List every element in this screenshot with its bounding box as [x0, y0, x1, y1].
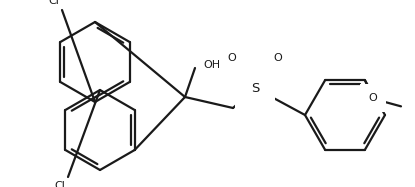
Text: O: O: [227, 53, 237, 63]
Text: OH: OH: [203, 60, 220, 70]
Text: S: S: [251, 82, 259, 94]
Text: O: O: [273, 53, 282, 63]
Text: Cl: Cl: [48, 0, 59, 6]
Text: Cl: Cl: [54, 181, 65, 187]
Text: O: O: [369, 93, 377, 103]
